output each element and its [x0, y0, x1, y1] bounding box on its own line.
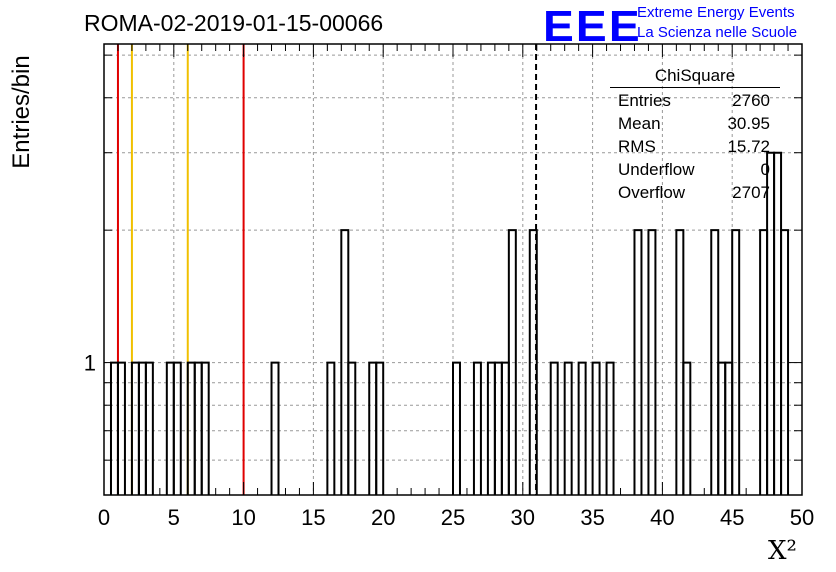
stats-box: ChiSquare Entries 2760 Mean 30.95 RMS 15.72… [610, 66, 780, 204]
stats-label: Mean [618, 113, 661, 133]
x-tick-label: 45 [720, 505, 744, 530]
histogram-bar [375, 361, 385, 495]
x-tick-label: 50 [790, 505, 814, 530]
stats-header: ChiSquare [610, 66, 780, 88]
stats-row-rms: RMS 15.72 [610, 135, 780, 158]
stats-label: Overflow [618, 182, 686, 202]
histogram-bar [577, 361, 587, 495]
stats-row-entries: Entries 2760 [610, 89, 780, 112]
histogram-bar [633, 229, 643, 495]
histogram-bar [591, 361, 601, 495]
histogram-bar [766, 151, 776, 495]
stats-label: Entries [618, 90, 671, 110]
histogram-bar [472, 361, 482, 495]
histogram-bar [326, 361, 336, 495]
stats-row-overflow: Overflow 2707 [610, 181, 780, 204]
chart-title: ROMA-02-2019-01-15-00066 [84, 10, 384, 36]
stats-value: 0 [760, 159, 770, 179]
x-tick-label: 15 [301, 505, 325, 530]
stats-value: 30.95 [727, 113, 770, 133]
histogram-bar [347, 361, 357, 495]
logo-line-1: Extreme Energy Events [637, 4, 795, 21]
x-tick-label: 5 [168, 505, 180, 530]
histogram-bar [549, 361, 559, 495]
histogram-bar [270, 361, 280, 495]
stats-value: 2707 [732, 182, 770, 202]
x-tick-label: 30 [511, 505, 535, 530]
stats-value: 15.72 [727, 136, 770, 156]
histogram-bar [647, 229, 657, 495]
histogram-bar [773, 151, 783, 495]
histogram-bar [605, 361, 615, 495]
logo-line-2: La Scienza nelle Scuole [637, 24, 798, 41]
histogram-bar [528, 229, 538, 495]
histogram-bar [452, 361, 461, 495]
histogram-bar [172, 361, 182, 495]
x-tick-label: 40 [650, 505, 674, 530]
x-axis-label: X² [768, 536, 797, 566]
x-tick-label: 25 [441, 505, 465, 530]
histogram-bar [682, 361, 692, 495]
x-tick-label: 10 [231, 505, 255, 530]
x-tick-label: 0 [98, 505, 110, 530]
x-tick-label: 20 [371, 505, 395, 530]
stats-label: Underflow [618, 159, 695, 179]
eee-logo: EEE [543, 2, 642, 51]
histogram-bar [144, 361, 154, 495]
histogram-bar [200, 361, 210, 495]
stats-row-mean: Mean 30.95 [610, 112, 780, 135]
stats-row-underflow: Underflow 0 [610, 158, 780, 181]
stats-value: 2760 [732, 90, 770, 110]
histogram-bar [563, 361, 573, 495]
x-tick-label: 35 [580, 505, 604, 530]
stats-label: RMS [618, 136, 656, 156]
histogram-bar [116, 361, 126, 495]
histogram-bar [731, 229, 741, 495]
histogram-bar [507, 229, 517, 495]
y-tick-label: 1 [84, 351, 96, 376]
